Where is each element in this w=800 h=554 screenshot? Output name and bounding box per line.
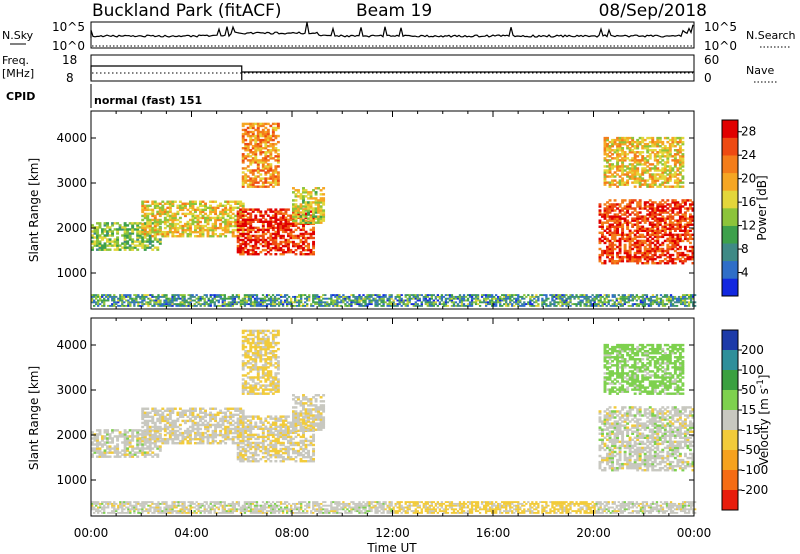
velocity-label-end: ] [757, 375, 771, 380]
velocity-label-main: Velocity [m s [757, 388, 771, 465]
velocity-colorbar-tick: 100 [741, 363, 764, 377]
noise-panel: N.Sky 10^5 10^0 10^5 10^0 N.Search [2, 20, 796, 53]
station-title: Buckland Park (fitACF) [92, 1, 282, 21]
power-colorbar-tick: 4 [741, 266, 749, 280]
power-colorbar-tick: 8 [741, 242, 749, 256]
frequency-panel: Freq. [MHz] 18 8 60 0 Nave [2, 53, 778, 85]
freq-left-tick-top: 18 [62, 53, 77, 67]
power-ytick-label: 1000 [56, 266, 87, 280]
freq-left-tick-bottom: 8 [66, 71, 74, 85]
velocity-colorbar-tick: 15 [741, 403, 756, 417]
noise-left-tick-top: 10^5 [52, 20, 85, 34]
power-colorbar-tick: 12 [741, 219, 756, 233]
noise-search-label: N.Search [746, 29, 796, 42]
noise-right-tick-bottom: 10^0 [704, 39, 737, 53]
x-axis-label: Time UT [366, 541, 417, 554]
velocity-panel: 1000 2000 3000 4000 Slant Range [km] [27, 317, 697, 517]
x-tick-label: 08:00 [275, 526, 310, 540]
noise-sky-series [90, 22, 694, 38]
noise-sky-label: N.Sky [2, 29, 34, 42]
power-colorbar: 4 8 12 16 20 24 28 Power [dB] [721, 119, 769, 297]
velocity-ytick-label: 3000 [56, 383, 87, 397]
velocity-ytick-label: 2000 [56, 428, 87, 442]
velocity-colorbar-tick: -100 [741, 463, 768, 477]
power-colorbar-label: Power [dB] [755, 175, 769, 240]
velocity-colorbar-tick: 200 [741, 343, 764, 357]
cpid-label: CPID [6, 90, 35, 103]
x-tick-label: 20:00 [576, 526, 611, 540]
x-tick-label: 00:00 [677, 526, 712, 540]
velocity-colorbar-tick: -50 [741, 443, 761, 457]
freq-label-line1: Freq. [2, 54, 29, 67]
power-panel: 1000 2000 3000 4000 Slant Range [km] [27, 110, 697, 310]
frequency-series [90, 65, 694, 80]
x-tick-label: 04:00 [174, 526, 209, 540]
x-tick-label: 12:00 [375, 526, 410, 540]
power-ytick-label: 3000 [56, 176, 87, 190]
nave-right-tick-top: 60 [704, 53, 719, 67]
nave-right-tick-bottom: 0 [704, 71, 712, 85]
power-ylabel: Slant Range [km] [27, 158, 41, 262]
velocity-colorbar-tick: -200 [741, 483, 768, 497]
velocity-colorbar-tick: -15 [741, 423, 761, 437]
beam-title: Beam 19 [356, 1, 432, 21]
velocity-ytick-label: 4000 [56, 338, 87, 352]
power-colorbar-tick: 24 [741, 148, 756, 162]
velocity-label-sup: -1 [756, 379, 766, 388]
velocity-colorbar: 200 100 50 15 -15 -50 -100 -200 Velocity [m s-1… [721, 329, 771, 511]
cpid-mode-text: normal (fast) 151 [94, 94, 202, 107]
velocity-ylabel: Slant Range [km] [27, 366, 41, 470]
nave-label: Nave [746, 64, 774, 77]
velocity-colorbar-tick: 50 [741, 383, 756, 397]
power-colorbar-tick: 28 [741, 125, 756, 139]
x-tick-label: 16:00 [476, 526, 511, 540]
date-title: 08/Sep/2018 [599, 1, 707, 21]
noise-left-tick-bottom: 10^0 [52, 39, 85, 53]
power-ytick-label: 2000 [56, 221, 87, 235]
power-colorbar-tick: 16 [741, 195, 756, 209]
power-ytick-label: 4000 [56, 131, 87, 145]
velocity-colorbar-label: Velocity [m s-1] [756, 375, 771, 466]
freq-label-line2: [MHz] [2, 67, 34, 80]
noise-right-tick-top: 10^5 [704, 20, 737, 34]
power-colorbar-tick: 20 [741, 172, 756, 186]
x-tick-label: 00:00 [74, 526, 109, 540]
velocity-ytick-label: 1000 [56, 473, 87, 487]
